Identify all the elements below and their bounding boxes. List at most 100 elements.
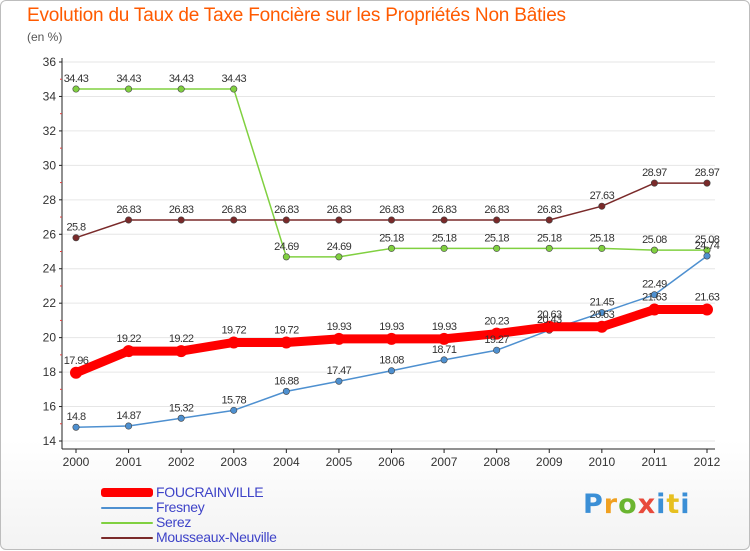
data-point	[177, 216, 185, 224]
data-point	[72, 85, 80, 93]
y-tick-label: 36	[43, 55, 57, 69]
data-point	[650, 179, 658, 187]
x-tick-label: 2012	[694, 455, 721, 469]
data-point	[440, 216, 448, 224]
data-label: 26.83	[327, 204, 352, 216]
data-label: 20.63	[590, 309, 615, 321]
chart-title: Evolution du Taux de Taxe Foncière sur l…	[27, 5, 566, 26]
proxiti-logo: Proxiti	[583, 489, 691, 520]
data-label: 16.88	[274, 375, 299, 387]
data-label: 25.08	[642, 234, 667, 246]
unit-label: (en %)	[27, 30, 63, 44]
y-tick-label: 16	[43, 400, 57, 414]
data-label: 25.18	[590, 232, 615, 244]
legend-swatch-serez	[101, 521, 153, 524]
data-label: 26.83	[274, 204, 299, 216]
data-point	[387, 367, 395, 375]
legend-label-serez: Serez	[156, 514, 192, 530]
x-tick-label: 2002	[168, 455, 195, 469]
x-tick-label: 2006	[378, 455, 405, 469]
data-point	[125, 422, 133, 430]
data-label: 19.93	[379, 321, 404, 333]
data-point	[125, 85, 133, 93]
data-point	[387, 244, 395, 252]
data-point	[493, 346, 501, 354]
data-label: 26.83	[116, 204, 141, 216]
data-point	[545, 244, 553, 252]
data-point	[598, 202, 606, 210]
data-point	[332, 332, 345, 345]
data-label: 19.93	[432, 321, 457, 333]
data-point	[493, 244, 501, 252]
legend-label-mousseaux-neuville: Mousseaux-Neuville	[156, 529, 277, 545]
data-label: 24.69	[274, 241, 299, 253]
x-tick-label: 2000	[63, 455, 90, 469]
x-tick-label: 2010	[588, 455, 615, 469]
data-point	[545, 216, 553, 224]
data-label: 25.18	[379, 232, 404, 244]
data-label: 25.08	[695, 234, 720, 246]
data-point	[230, 216, 238, 224]
y-tick-label: 34	[43, 89, 57, 103]
data-point	[493, 216, 501, 224]
data-point	[595, 320, 608, 333]
data-label: 15.32	[169, 402, 194, 414]
x-tick-label: 2011	[642, 455, 668, 469]
data-label: 22.49	[642, 279, 667, 291]
data-point	[598, 244, 606, 252]
y-tick-label: 28	[43, 193, 57, 207]
data-label: 21.45	[590, 297, 615, 309]
data-point	[440, 356, 448, 364]
y-tick-label: 18	[43, 365, 57, 379]
x-tick-label: 2005	[326, 455, 353, 469]
data-label: 21.63	[642, 292, 667, 304]
data-label: 21.63	[695, 292, 720, 304]
data-point	[650, 246, 658, 254]
data-point	[282, 253, 290, 261]
data-point	[385, 332, 398, 345]
data-point	[387, 216, 395, 224]
x-tick-label: 2003	[220, 455, 247, 469]
data-label: 25.8	[66, 222, 85, 234]
data-label: 25.18	[484, 232, 509, 244]
legend-swatch-fresney	[101, 506, 153, 509]
data-point	[125, 216, 133, 224]
data-point	[175, 345, 188, 358]
x-tick-label: 2008	[483, 455, 510, 469]
data-label: 17.47	[327, 365, 352, 377]
data-point	[650, 291, 658, 299]
data-point	[701, 303, 713, 316]
data-label: 26.83	[379, 204, 404, 216]
data-label: 19.27	[484, 334, 509, 346]
data-label: 34.43	[64, 73, 89, 85]
data-label: 28.97	[695, 167, 720, 179]
data-point	[440, 244, 448, 252]
data-label: 14.87	[116, 410, 141, 422]
legend-item-foucrainville: FOUCRAINVILLE	[101, 485, 277, 500]
data-point	[230, 85, 238, 93]
data-label: 34.43	[116, 73, 141, 85]
data-label: 17.96	[64, 355, 89, 367]
legend-swatch-foucrainville	[101, 488, 153, 497]
data-label: 19.22	[169, 333, 194, 345]
legend-item-serez: Serez	[101, 515, 277, 530]
legend-label-foucrainville: FOUCRAINVILLE	[156, 484, 264, 500]
data-label: 25.18	[432, 232, 457, 244]
data-label: 19.22	[116, 333, 141, 345]
data-label: 20.43	[537, 314, 562, 326]
legend-item-mousseaux-neuville: Mousseaux-Neuville	[101, 530, 277, 545]
data-point	[227, 336, 240, 349]
data-label: 25.18	[537, 232, 562, 244]
data-label: 26.83	[484, 204, 509, 216]
data-point	[72, 234, 80, 242]
legend-item-fresney: Fresney	[101, 500, 277, 515]
x-tick-label: 2007	[431, 455, 458, 469]
y-tick-label: 32	[43, 124, 57, 138]
data-label: 34.43	[221, 73, 246, 85]
y-tick-label: 20	[43, 331, 57, 345]
data-label: 26.83	[537, 204, 562, 216]
legend-swatch-mousseaux-neuville	[101, 536, 153, 539]
data-label: 27.63	[590, 190, 615, 202]
